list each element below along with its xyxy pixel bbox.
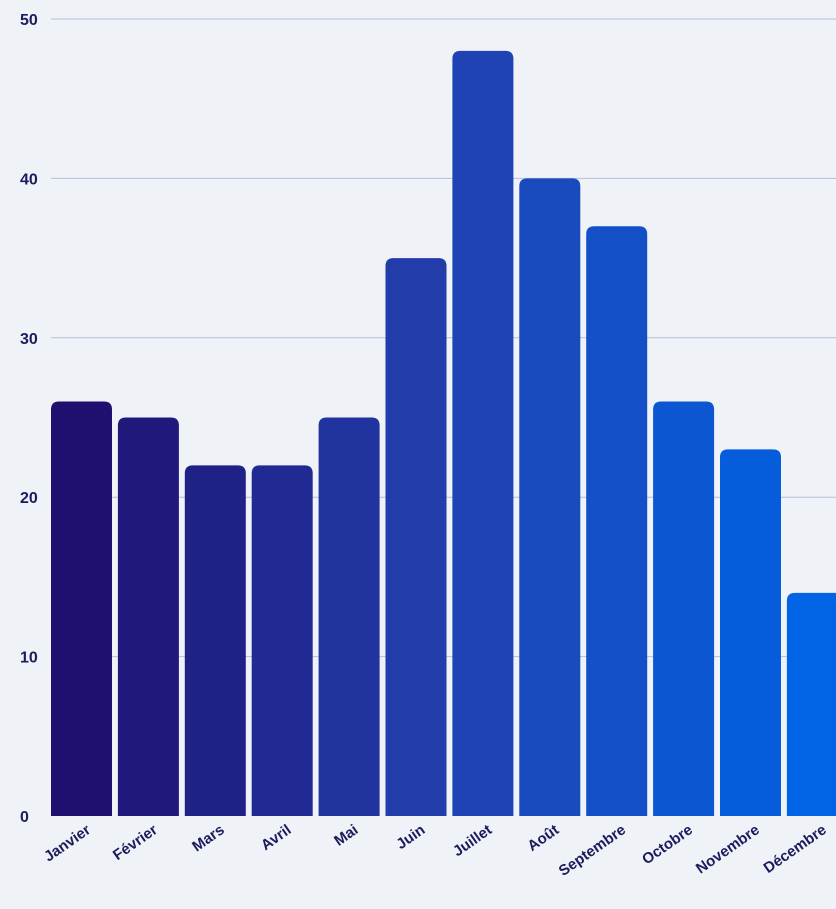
x-tick-label: Mai — [331, 821, 361, 849]
bar-juillet — [452, 50, 514, 816]
x-tick-label: Avril — [258, 821, 295, 854]
x-tick-label: Mars — [189, 821, 227, 855]
y-tick-label: 30 — [20, 331, 38, 348]
x-tick-label: Juin — [393, 821, 428, 853]
bar-octobre — [653, 401, 715, 816]
x-axis-ticks: Janvier Février Mars Avril Mai Juin Juillet Aoû… — [41, 821, 830, 879]
bar-septembre — [586, 226, 648, 817]
bar-avril — [251, 465, 313, 816]
bar-novembre — [720, 449, 781, 816]
bar-août — [519, 178, 581, 816]
y-tick-label: 50 — [20, 12, 38, 29]
bar-mai — [318, 417, 380, 816]
y-tick-label: 40 — [20, 171, 38, 188]
bars — [51, 50, 836, 817]
bar-février — [117, 417, 179, 816]
bar-mars — [184, 465, 246, 816]
x-tick-label: Janvier — [41, 821, 94, 865]
y-tick-label: 0 — [20, 809, 29, 826]
x-tick-label: Août — [524, 821, 562, 855]
y-tick-label: 10 — [20, 650, 38, 667]
x-tick-label: Septembre — [556, 821, 629, 879]
bar-juin — [385, 258, 447, 817]
x-tick-label: Novembre — [693, 821, 763, 877]
x-tick-label: Décembre — [761, 821, 830, 877]
bar-décembre — [786, 592, 836, 816]
x-tick-label: Octobre — [639, 821, 696, 868]
y-tick-label: 20 — [20, 490, 38, 507]
x-tick-label: Février — [110, 821, 161, 864]
y-axis-ticks: 0 10 20 30 40 50 — [20, 12, 38, 826]
bar-janvier — [51, 401, 112, 816]
x-tick-label: Juillet — [450, 821, 495, 860]
